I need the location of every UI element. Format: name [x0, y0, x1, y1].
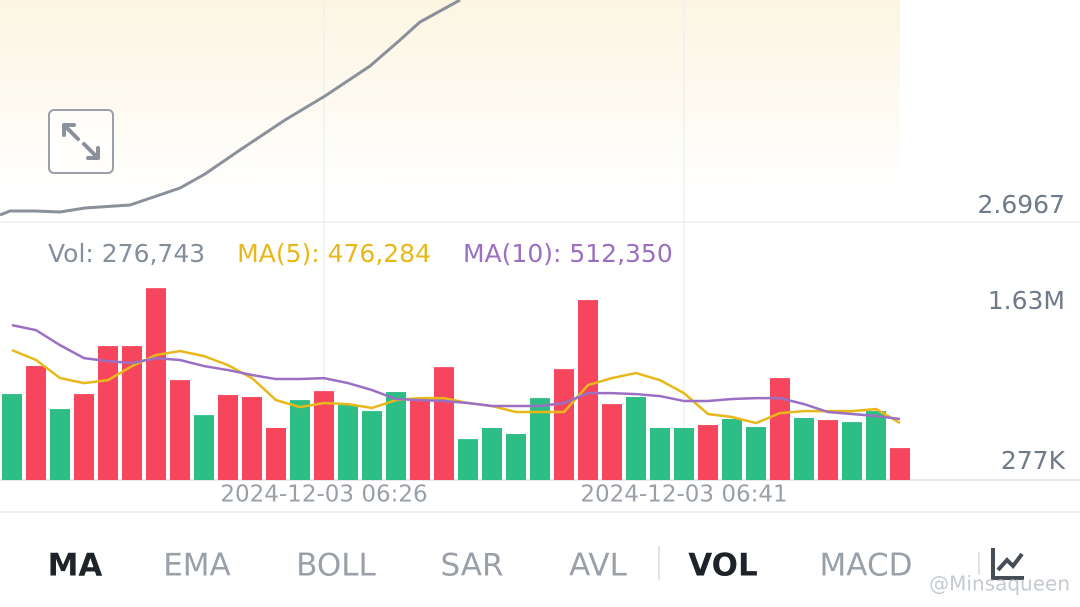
volume-bar [890, 448, 910, 480]
volume-bar [218, 395, 238, 480]
volume-bar [746, 427, 766, 480]
legend-entry: MA(5): 476,284 [237, 239, 431, 268]
volume-bar [458, 439, 478, 480]
volume-bar [650, 427, 670, 480]
expand-icon [62, 123, 100, 160]
x-tick-label: 2024-12-03 06:26 [220, 482, 427, 508]
volume-bar [242, 397, 262, 480]
volume-bar [578, 300, 598, 480]
volume-bar [2, 394, 22, 480]
volume-bar [554, 369, 574, 480]
volume-bar [314, 391, 334, 480]
volume-bar [290, 400, 310, 480]
volume-bar [74, 394, 94, 480]
volume-bar [338, 405, 358, 480]
volume-bar [386, 392, 406, 480]
y-tick-label: 277K [1001, 446, 1066, 475]
volume-bar [722, 419, 742, 480]
indicator-tab[interactable]: MACD [820, 548, 913, 584]
legend-entry: Vol: 276,743 [48, 239, 205, 268]
volume-bar [602, 404, 622, 480]
volume-bar [626, 397, 646, 480]
icon-line [996, 552, 1024, 572]
volume-bar [362, 411, 382, 480]
volume-bar [26, 366, 46, 480]
volume-bar [122, 346, 142, 480]
y-tick-label: 1.63M [988, 286, 1065, 315]
volume-bar [506, 434, 526, 480]
volume-bar [842, 422, 862, 480]
volume-bar [146, 288, 166, 480]
volume-bar [866, 411, 886, 480]
expand-frame[interactable] [48, 109, 114, 174]
volume-bar [266, 427, 286, 480]
ma-line [11, 348, 901, 425]
volume-bar [530, 398, 550, 480]
price-label: 2.6967 [978, 190, 1065, 219]
expand-button[interactable] [48, 109, 114, 174]
indicator-tab[interactable]: MA [48, 548, 103, 584]
volume-bar [770, 378, 790, 480]
volume-bar [194, 415, 214, 480]
volume-bar [818, 420, 838, 480]
indicator-tab[interactable]: BOLL [296, 548, 376, 584]
legend-entry: MA(10): 512,350 [463, 239, 673, 268]
volume-bar [434, 367, 454, 480]
volume-bar [170, 380, 190, 480]
indicator-tab[interactable]: AVL [569, 548, 627, 584]
icon-axis [991, 548, 1024, 580]
chart-settings-icon[interactable] [991, 548, 1024, 580]
volume-bar [98, 346, 118, 480]
volume-bar [482, 427, 502, 480]
watermark: @Minsaqueen [929, 572, 1070, 596]
ma-line [11, 323, 901, 421]
volume-bar [794, 418, 814, 480]
indicator-tab[interactable]: EMA [163, 548, 231, 584]
volume-bar [698, 425, 718, 480]
price-line [0, 0, 461, 217]
indicator-tab[interactable]: VOL [688, 548, 758, 584]
x-tick-label: 2024-12-03 06:41 [580, 482, 787, 508]
volume-bar [674, 427, 694, 480]
price-area-bg [0, 0, 900, 200]
volume-bar [50, 409, 70, 480]
indicator-tab[interactable]: SAR [441, 548, 504, 584]
volume-bar [410, 400, 430, 480]
